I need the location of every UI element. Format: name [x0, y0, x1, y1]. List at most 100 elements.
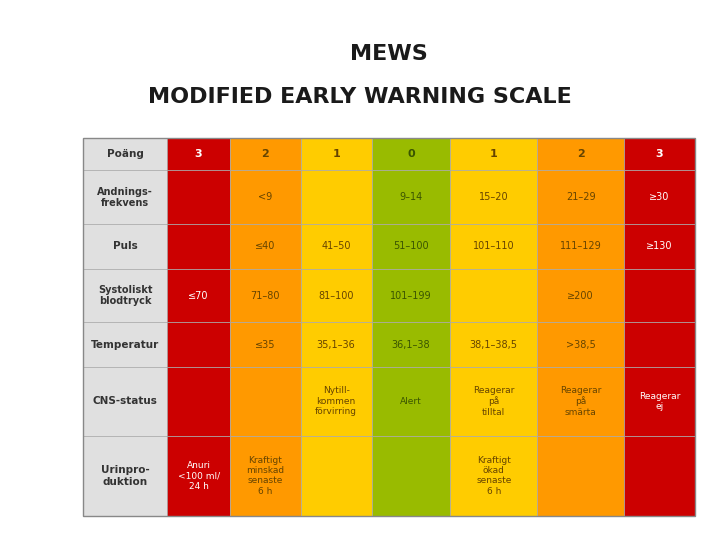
Text: 21–29: 21–29: [566, 192, 595, 202]
Text: Andnings-
frekvens: Andnings- frekvens: [97, 186, 153, 208]
Text: MEWS: MEWS: [350, 44, 428, 64]
Bar: [624, 436, 695, 516]
Bar: [301, 224, 372, 269]
Text: 3: 3: [195, 149, 202, 159]
Bar: [83, 269, 167, 322]
Text: 71–80: 71–80: [251, 291, 280, 301]
Text: 101–199: 101–199: [390, 291, 432, 301]
Bar: [537, 269, 624, 322]
Text: ≤35: ≤35: [255, 340, 276, 350]
Text: Poäng: Poäng: [107, 149, 143, 159]
Text: 9–14: 9–14: [400, 192, 423, 202]
Bar: [301, 322, 372, 367]
Bar: [372, 171, 450, 224]
Text: ≥200: ≥200: [567, 291, 594, 301]
Text: 2: 2: [261, 149, 269, 159]
Text: ≤70: ≤70: [189, 291, 209, 301]
Bar: [624, 138, 695, 171]
Bar: [372, 436, 450, 516]
Bar: [230, 367, 301, 436]
Bar: [537, 224, 624, 269]
Text: 1: 1: [490, 149, 498, 159]
Text: Kraftigt
minskad
senaste
6 h: Kraftigt minskad senaste 6 h: [246, 456, 284, 496]
Text: Anuri
<100 ml/
24 h: Anuri <100 ml/ 24 h: [178, 461, 220, 491]
Bar: [301, 436, 372, 516]
Text: 111–129: 111–129: [559, 241, 601, 252]
Bar: [450, 224, 537, 269]
Text: 41–50: 41–50: [321, 241, 351, 252]
Bar: [301, 138, 372, 171]
Bar: [83, 138, 167, 171]
Bar: [230, 269, 301, 322]
Bar: [167, 269, 230, 322]
Text: Alert: Alert: [400, 397, 422, 406]
Text: 38,1–38,5: 38,1–38,5: [469, 340, 518, 350]
Text: Puls: Puls: [112, 241, 138, 252]
Bar: [83, 171, 167, 224]
Text: MODIFIED EARLY WARNING SCALE: MODIFIED EARLY WARNING SCALE: [148, 87, 572, 107]
Bar: [537, 171, 624, 224]
Bar: [167, 322, 230, 367]
Bar: [83, 322, 167, 367]
Bar: [167, 436, 230, 516]
Bar: [450, 138, 537, 171]
Bar: [450, 269, 537, 322]
Text: 101–110: 101–110: [473, 241, 515, 252]
Bar: [624, 367, 695, 436]
Text: >38,5: >38,5: [566, 340, 595, 350]
Bar: [301, 269, 372, 322]
Text: 1: 1: [332, 149, 340, 159]
Text: Systoliskt
blodtryck: Systoliskt blodtryck: [98, 285, 152, 306]
Text: 35,1–36: 35,1–36: [317, 340, 356, 350]
Text: 15–20: 15–20: [479, 192, 508, 202]
Text: 51–100: 51–100: [393, 241, 428, 252]
Bar: [372, 138, 450, 171]
Bar: [537, 367, 624, 436]
Bar: [450, 171, 537, 224]
Bar: [167, 171, 230, 224]
Bar: [624, 224, 695, 269]
Text: ≥30: ≥30: [649, 192, 670, 202]
Bar: [372, 224, 450, 269]
Text: 2: 2: [577, 149, 585, 159]
Bar: [83, 436, 167, 516]
Bar: [537, 322, 624, 367]
Bar: [537, 138, 624, 171]
Text: Kraftigt
ökad
senaste
6 h: Kraftigt ökad senaste 6 h: [476, 456, 511, 496]
Bar: [301, 367, 372, 436]
Bar: [230, 138, 301, 171]
Bar: [301, 171, 372, 224]
Text: Reagerar
ej: Reagerar ej: [639, 392, 680, 411]
Bar: [230, 224, 301, 269]
Bar: [624, 269, 695, 322]
Text: ≤40: ≤40: [255, 241, 276, 252]
Bar: [450, 436, 537, 516]
Bar: [167, 367, 230, 436]
Bar: [537, 436, 624, 516]
Text: Reagerar
på
tilltal: Reagerar på tilltal: [473, 386, 514, 417]
Text: ≥130: ≥130: [646, 241, 672, 252]
Text: <9: <9: [258, 192, 272, 202]
Text: CNS-status: CNS-status: [93, 396, 158, 407]
Bar: [167, 138, 230, 171]
Text: 81–100: 81–100: [318, 291, 354, 301]
Bar: [372, 367, 450, 436]
Bar: [83, 224, 167, 269]
Bar: [83, 138, 695, 516]
Bar: [372, 322, 450, 367]
Text: Temperatur: Temperatur: [91, 340, 159, 350]
Bar: [230, 436, 301, 516]
Text: Reagerar
på
smärta: Reagerar på smärta: [560, 386, 601, 417]
Bar: [230, 171, 301, 224]
Bar: [230, 322, 301, 367]
Bar: [83, 367, 167, 436]
Bar: [624, 171, 695, 224]
Bar: [372, 269, 450, 322]
Bar: [450, 322, 537, 367]
Bar: [624, 322, 695, 367]
Bar: [450, 367, 537, 436]
Text: Nytill-
kommen
förvirring: Nytill- kommen förvirring: [315, 387, 357, 416]
Text: 0: 0: [407, 149, 415, 159]
Text: 3: 3: [656, 149, 663, 159]
Text: 36,1–38: 36,1–38: [392, 340, 431, 350]
